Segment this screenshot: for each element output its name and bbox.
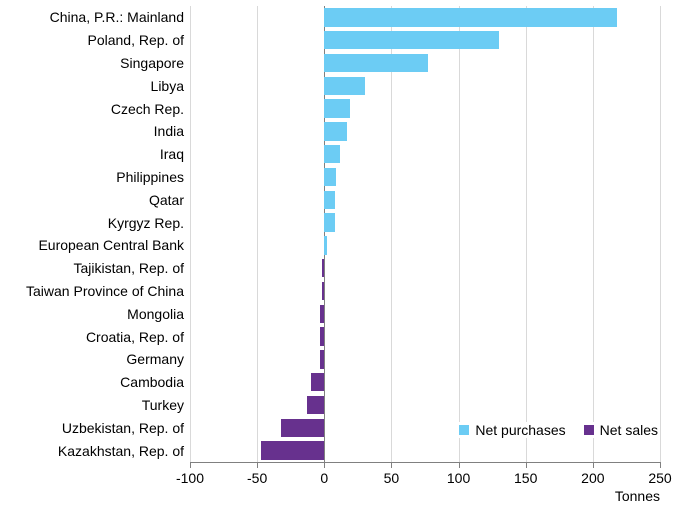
table-row: Philippines (190, 166, 660, 189)
legend: Net purchases Net sales (459, 422, 658, 438)
bar (307, 396, 324, 414)
x-tick-label: 0 (320, 470, 328, 486)
x-tick-label: 200 (581, 470, 604, 486)
y-tick-label: Czech Rep. (111, 101, 184, 117)
x-axis-title: Tonnes (615, 488, 660, 504)
y-tick-label: Turkey (142, 397, 184, 413)
table-row: Singapore (190, 52, 660, 75)
bar (324, 77, 364, 95)
y-tick-label: Libya (151, 78, 184, 94)
y-tick-label: Singapore (120, 55, 184, 71)
bar (324, 236, 327, 254)
legend-item: Net purchases (459, 422, 565, 438)
legend-label: Net purchases (475, 422, 565, 438)
y-tick-label: Philippines (116, 169, 184, 185)
table-row: Mongolia (190, 302, 660, 325)
bar (324, 213, 335, 231)
y-tick-label: Iraq (160, 146, 184, 162)
x-tick-label: 150 (514, 470, 537, 486)
legend-swatch (584, 425, 594, 435)
bar (320, 327, 324, 345)
table-row: Iraq (190, 143, 660, 166)
table-row: Cambodia (190, 371, 660, 394)
y-tick-label: Croatia, Rep. of (86, 329, 184, 345)
table-row: Germany (190, 348, 660, 371)
bar (322, 282, 325, 300)
table-row: Kyrgyz Rep. (190, 211, 660, 234)
y-tick-label: Poland, Rep. of (87, 32, 184, 48)
y-tick-label: China, P.R.: Mainland (50, 9, 184, 25)
bar (324, 168, 336, 186)
y-tick-label: India (154, 123, 184, 139)
y-tick-label: Mongolia (127, 306, 184, 322)
table-row: Croatia, Rep. of (190, 325, 660, 348)
table-row: Poland, Rep. of (190, 29, 660, 52)
x-tick-label: -100 (176, 470, 204, 486)
y-tick-label: Germany (126, 351, 184, 367)
gridline (660, 6, 661, 462)
bar (324, 99, 350, 117)
y-tick-label: Qatar (149, 192, 184, 208)
x-tick-label: 50 (384, 470, 400, 486)
x-tick-label: -50 (247, 470, 267, 486)
bar (324, 54, 427, 72)
legend-label: Net sales (600, 422, 658, 438)
table-row: Czech Rep. (190, 97, 660, 120)
plot-area: -100-50050100150200250TonnesChina, P.R.:… (190, 6, 660, 462)
bar (324, 31, 499, 49)
x-tick-label: 250 (648, 470, 671, 486)
bar (324, 145, 340, 163)
y-tick-label: Kazakhstan, Rep. of (58, 443, 184, 459)
table-row: Libya (190, 74, 660, 97)
y-tick-label: Kyrgyz Rep. (108, 215, 184, 231)
bar (320, 305, 324, 323)
gold-tonnes-chart: -100 -50 0 50 100 150 200 250 Tonnes China, P.R.:… (0, 0, 680, 508)
bar (320, 350, 324, 368)
table-row: European Central Bank (190, 234, 660, 257)
x-axis-line (190, 462, 660, 463)
bar (324, 8, 617, 26)
table-row: Qatar (190, 188, 660, 211)
bar (324, 122, 347, 140)
bar (322, 259, 325, 277)
table-row: Taiwan Province of China (190, 280, 660, 303)
bar (261, 441, 324, 459)
y-tick-label: Cambodia (120, 374, 184, 390)
bar (281, 419, 324, 437)
y-tick-label: Taiwan Province of China (26, 283, 184, 299)
bar (324, 191, 335, 209)
y-tick-label: European Central Bank (38, 237, 184, 253)
table-row: India (190, 120, 660, 143)
legend-item: Net sales (584, 422, 658, 438)
table-row: Tajikistan, Rep. of (190, 257, 660, 280)
legend-swatch (459, 425, 469, 435)
y-tick-label: Uzbekistan, Rep. of (62, 420, 184, 436)
x-tick-label: 100 (447, 470, 470, 486)
table-row: Kazakhstan, Rep. of (190, 439, 660, 462)
y-tick-label: Tajikistan, Rep. of (74, 260, 185, 276)
table-row: Turkey (190, 394, 660, 417)
table-row: China, P.R.: Mainland (190, 6, 660, 29)
bar (311, 373, 324, 391)
x-tick (660, 462, 661, 468)
